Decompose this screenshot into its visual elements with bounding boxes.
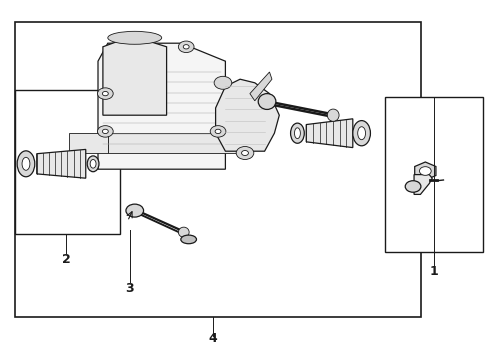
Text: 3: 3	[125, 282, 134, 294]
Ellipse shape	[178, 227, 189, 237]
Circle shape	[126, 204, 144, 217]
Circle shape	[405, 181, 421, 192]
Circle shape	[98, 88, 113, 99]
Bar	[15, 90, 120, 234]
Ellipse shape	[181, 235, 196, 244]
Ellipse shape	[291, 123, 304, 143]
Bar	[15, 22, 421, 317]
Bar	[385, 97, 483, 252]
Circle shape	[210, 126, 226, 137]
Circle shape	[178, 41, 194, 53]
Circle shape	[214, 76, 232, 89]
Circle shape	[102, 91, 108, 96]
Circle shape	[98, 126, 113, 137]
Polygon shape	[216, 79, 279, 151]
Polygon shape	[415, 162, 436, 180]
Circle shape	[183, 45, 189, 49]
Circle shape	[236, 147, 254, 159]
Text: 2: 2	[62, 253, 71, 266]
Polygon shape	[414, 175, 432, 194]
Bar	[69, 133, 108, 153]
Ellipse shape	[294, 128, 300, 139]
Polygon shape	[103, 36, 167, 115]
Text: 4: 4	[209, 332, 218, 345]
Polygon shape	[37, 149, 86, 178]
Circle shape	[419, 167, 431, 175]
Circle shape	[242, 150, 248, 156]
Polygon shape	[306, 119, 353, 148]
Ellipse shape	[108, 31, 162, 44]
Circle shape	[102, 129, 108, 134]
Bar	[108, 133, 240, 153]
Text: 1: 1	[429, 265, 438, 278]
Ellipse shape	[358, 127, 366, 140]
Ellipse shape	[90, 159, 96, 168]
Ellipse shape	[17, 151, 35, 177]
Circle shape	[215, 129, 221, 134]
Ellipse shape	[87, 156, 99, 172]
Ellipse shape	[22, 157, 30, 170]
Ellipse shape	[353, 121, 370, 146]
Polygon shape	[98, 43, 225, 169]
Ellipse shape	[258, 94, 276, 109]
Ellipse shape	[327, 109, 339, 121]
Polygon shape	[250, 72, 272, 101]
